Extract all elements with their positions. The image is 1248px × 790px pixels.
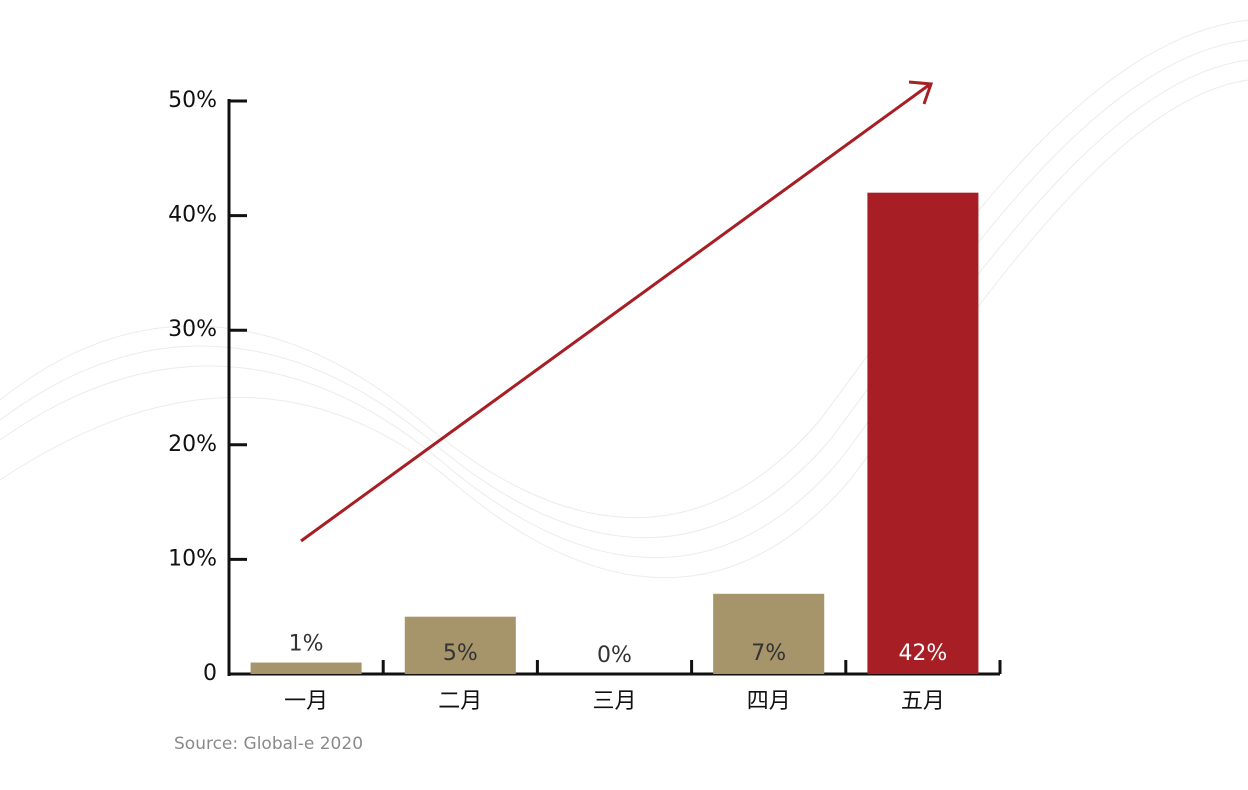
bar	[250, 662, 362, 674]
value-label: 0%	[597, 643, 632, 668]
value-label: 5%	[443, 641, 478, 666]
source-note: Source: Global-e 2020	[174, 734, 363, 754]
x-tick-label: 三月	[592, 689, 636, 714]
y-tick-label: 40%	[168, 203, 217, 228]
trend-arrow	[300, 80, 934, 543]
y-tick-label: 10%	[168, 546, 217, 571]
arrow-line	[300, 83, 930, 543]
wave	[0, 19, 1248, 519]
value-label: 1%	[289, 632, 324, 657]
bar	[713, 593, 825, 674]
x-tick-label: 四月	[747, 689, 791, 714]
x-tick-label: 五月	[901, 689, 945, 714]
arrow-head	[908, 80, 934, 105]
wave	[0, 39, 1248, 539]
bar	[404, 616, 516, 674]
background-wave	[0, 19, 1248, 579]
y-tick-label: 50%	[168, 88, 217, 113]
y-tick-label: 0	[203, 661, 217, 686]
bar	[867, 192, 979, 674]
y-tick-label: 30%	[168, 317, 217, 342]
wave	[0, 59, 1248, 559]
y-tick-label: 20%	[168, 432, 217, 457]
wave	[0, 79, 1248, 579]
x-tick-label: 二月	[438, 689, 482, 714]
value-label: 42%	[898, 641, 947, 666]
x-tick-label: 一月	[284, 689, 328, 714]
value-label: 7%	[751, 641, 786, 666]
